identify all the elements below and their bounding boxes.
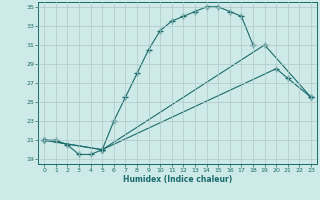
X-axis label: Humidex (Indice chaleur): Humidex (Indice chaleur)	[123, 175, 232, 184]
